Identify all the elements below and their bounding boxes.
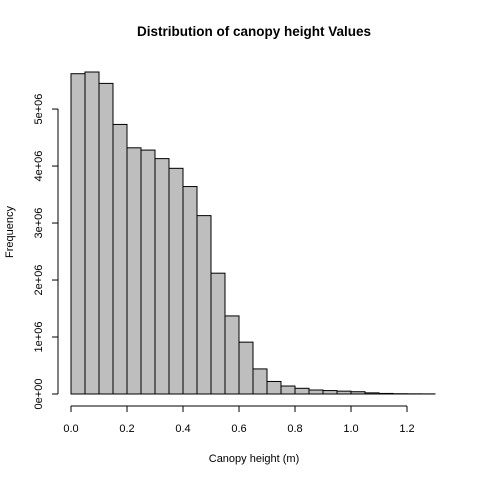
histogram-bar bbox=[224, 315, 240, 395]
y-axis: 0e+00 1e+06 2e+06 3e+06 4e+06 5e+06 bbox=[33, 94, 59, 410]
y-tick-label: 5e+06 bbox=[33, 94, 45, 125]
histogram-bar bbox=[238, 341, 254, 395]
x-axis: 0.0 0.2 0.4 0.6 0.8 1.0 1.2 bbox=[63, 405, 415, 435]
histogram-bar bbox=[336, 390, 352, 395]
histogram-bar bbox=[196, 215, 212, 395]
histogram-bar bbox=[98, 82, 114, 395]
histogram-bar bbox=[112, 123, 128, 395]
y-tick-label: 2e+06 bbox=[33, 265, 45, 296]
bars-group bbox=[70, 71, 436, 395]
histogram-bar bbox=[70, 73, 86, 395]
histogram-bar bbox=[322, 390, 338, 395]
histogram-bar bbox=[280, 385, 296, 395]
x-tick-label: 0.4 bbox=[175, 423, 190, 435]
histogram-bar bbox=[168, 167, 184, 395]
histogram-bar bbox=[266, 380, 282, 395]
y-tick-label: 3e+06 bbox=[33, 208, 45, 239]
histogram-bar bbox=[210, 272, 226, 395]
histogram-bar bbox=[252, 368, 268, 395]
histogram-bar bbox=[126, 147, 142, 395]
histogram-bar bbox=[84, 71, 100, 395]
x-tick-label: 1.0 bbox=[343, 423, 358, 435]
y-tick-label: 0e+00 bbox=[33, 379, 45, 410]
x-axis-label: Canopy height (m) bbox=[209, 453, 300, 465]
histogram-bar bbox=[350, 391, 366, 395]
y-axis-label: Frequency bbox=[4, 206, 16, 258]
x-tick-label: 1.2 bbox=[399, 423, 414, 435]
x-tick-label: 0.8 bbox=[287, 423, 302, 435]
histogram-bar bbox=[308, 389, 324, 395]
y-tick-label: 4e+06 bbox=[33, 151, 45, 182]
histogram-bar bbox=[182, 186, 198, 395]
histogram-bar bbox=[140, 149, 156, 395]
histogram-bar bbox=[294, 387, 310, 395]
x-tick-label: 0.6 bbox=[231, 423, 246, 435]
chart-title: Distribution of canopy height Values bbox=[137, 24, 371, 39]
x-tick-label: 0.0 bbox=[63, 423, 78, 435]
histogram-bar bbox=[378, 392, 394, 395]
histogram-bar bbox=[154, 158, 170, 395]
y-tick-label: 1e+06 bbox=[33, 322, 45, 353]
histogram-bar bbox=[364, 392, 380, 395]
x-tick-label: 0.2 bbox=[119, 423, 134, 435]
